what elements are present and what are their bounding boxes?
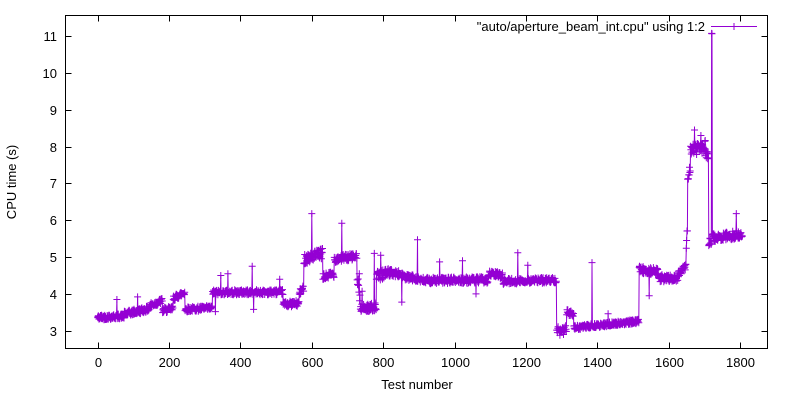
x-tick-label: 1400 xyxy=(583,355,612,370)
x-tick-label: 400 xyxy=(230,355,252,370)
y-tick-label: 4 xyxy=(50,287,57,302)
y-tick-label: 11 xyxy=(44,29,58,44)
y-tick-label: 6 xyxy=(50,213,57,228)
y-axis-label: CPU time (s) xyxy=(4,145,19,219)
x-tick-label: 1800 xyxy=(726,355,755,370)
x-tick-label: 1600 xyxy=(655,355,684,370)
legend-line-sample xyxy=(711,23,757,30)
legend-label: "auto/aperture_beam_int.cpu" using 1:2 xyxy=(477,19,705,34)
y-tick-label: 8 xyxy=(50,140,57,155)
x-tick-label: 0 xyxy=(95,355,102,370)
x-tick-label: 1000 xyxy=(441,355,470,370)
x-tick-label: 1200 xyxy=(512,355,541,370)
y-tick-label: 9 xyxy=(50,103,57,118)
x-tick-label: 800 xyxy=(373,355,395,370)
x-axis-label: Test number xyxy=(381,377,453,392)
y-tick-label: 10 xyxy=(43,66,57,81)
x-tick-label: 200 xyxy=(159,355,181,370)
x-tick-label: 600 xyxy=(302,355,324,370)
y-tick-label: 5 xyxy=(50,250,57,265)
plot-axes: 0 200 400 600 800 1000 1200 1400 1600 1800 3 4 5 6 7 8 9… xyxy=(43,15,768,370)
y-tick-label: 7 xyxy=(50,176,57,191)
data-series xyxy=(94,29,746,339)
y-tick-label: 3 xyxy=(50,324,57,339)
